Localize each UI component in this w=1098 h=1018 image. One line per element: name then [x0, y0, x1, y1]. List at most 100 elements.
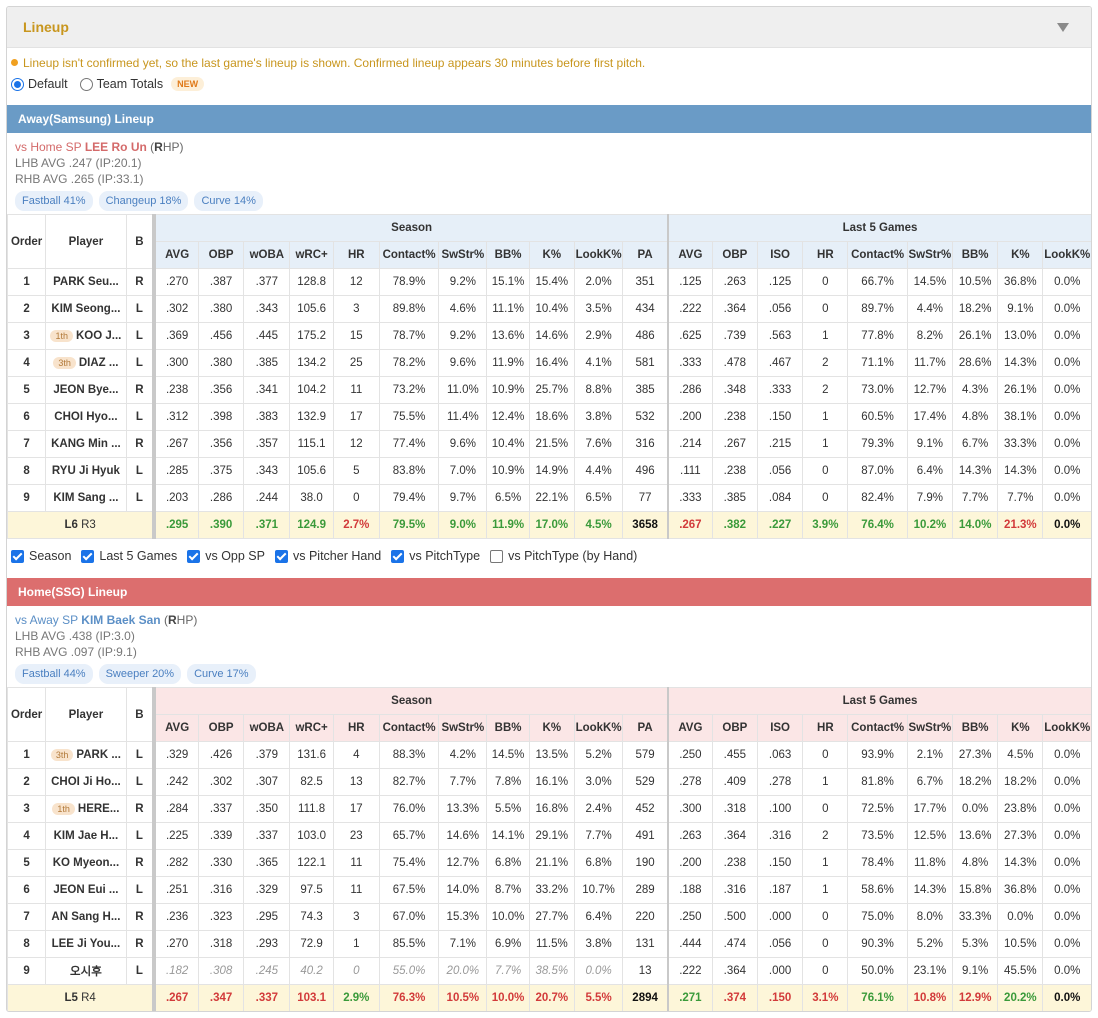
filter-checkbox[interactable]: vs PitchType (by Hand) [490, 549, 637, 563]
col-player[interactable]: Player [45, 687, 127, 742]
col-player[interactable]: Player [45, 214, 127, 269]
player-name[interactable]: CHOI Hyo... [54, 411, 118, 423]
player-name[interactable]: CHOI Ji Ho... [51, 776, 121, 788]
player-name[interactable]: PARK Seu... [53, 276, 119, 288]
table-row[interactable]: 4 3th DIAZ ... L .300.380.385 134.2 25 78.2% 9.6… [7, 349, 1091, 377]
checkbox-box[interactable] [187, 549, 201, 563]
table-row[interactable]: 7 AN Sang H... R .236.323.295 74.3 3 67.0% 15.3… [7, 903, 1091, 931]
last5-col-header[interactable]: OBP [711, 241, 758, 269]
player-name-cell[interactable]: JEON Eui ... [45, 876, 127, 904]
table-row[interactable]: 3 1th KOO J... L .369.456.445 175.2 15 78.7% 9.2… [7, 322, 1091, 350]
checkbox-box[interactable] [490, 549, 504, 563]
season-col-header[interactable]: LookK% [573, 714, 624, 742]
season-col-header[interactable]: PA [622, 714, 669, 742]
season-col-header[interactable]: HR [332, 241, 380, 269]
table-row[interactable]: 9 KIM Sang ... L .203.286.244 38.0 0 79.4% 9.7%… [7, 484, 1091, 512]
table-row[interactable]: 9 오시후 L .182.308.245 40.2 0 55.0% 20.0% 7.7% 38.5… [7, 957, 1091, 985]
season-col-header[interactable]: Contact% [378, 714, 440, 742]
player-name-cell[interactable]: 3th PARK ... [45, 741, 127, 769]
table-row[interactable]: 3 1th HERE... R .284.337.350 111.8 17 76.0% 13.3… [7, 795, 1091, 823]
season-col-header[interactable]: Contact% [378, 241, 440, 269]
table-row[interactable]: 2 CHOI Ji Ho... L .242.302.307 82.5 13 82.7% 7.… [7, 768, 1091, 796]
season-col-header[interactable]: LookK% [573, 241, 624, 269]
player-name-cell[interactable]: KIM Sang ... [45, 484, 127, 512]
season-col-header[interactable]: K% [528, 714, 575, 742]
filter-checkbox[interactable]: vs Opp SP [187, 549, 265, 563]
col-order[interactable]: Order [7, 687, 47, 742]
season-col-header[interactable]: wOBA [243, 241, 291, 269]
player-name-cell[interactable]: KIM Jae H... [45, 822, 127, 850]
table-row[interactable]: 8 LEE Ji You... R .270.318.293 72.9 1 85.5% 7.1… [7, 930, 1091, 958]
last5-col-header[interactable]: ISO [756, 241, 804, 269]
player-name-cell[interactable]: JEON Bye... [45, 376, 127, 404]
season-col-header[interactable]: OBP [197, 241, 245, 269]
season-col-header[interactable]: HR [332, 714, 380, 742]
player-name-cell[interactable]: KO Myeon... [45, 849, 127, 877]
player-name[interactable]: KOO J... [75, 330, 122, 342]
player-name[interactable]: JEON Eui ... [53, 884, 119, 896]
table-row[interactable]: 7 KANG Min ... R .267.356.357 115.1 12 77.4% 9.… [7, 430, 1091, 458]
season-col-header[interactable]: AVG [152, 714, 200, 742]
last5-col-header[interactable]: AVG [667, 241, 713, 269]
player-name-cell[interactable]: KIM Seong... [45, 295, 127, 323]
last5-col-header[interactable]: OBP [711, 714, 758, 742]
radio-default-circle[interactable] [11, 77, 24, 91]
season-col-header[interactable]: wOBA [243, 714, 291, 742]
caret-down-icon[interactable] [1057, 22, 1069, 32]
season-col-header[interactable]: OBP [197, 714, 245, 742]
player-name-cell[interactable]: CHOI Hyo... [45, 403, 127, 431]
player-name-cell[interactable]: CHOI Ji Ho... [45, 768, 127, 796]
player-name-cell[interactable]: 1th KOO J... [45, 322, 127, 350]
lineup-panel-header[interactable]: Lineup [7, 7, 1091, 48]
last5-col-header[interactable]: K% [997, 241, 1044, 269]
season-col-header[interactable]: wRC+ [289, 714, 334, 742]
player-name[interactable]: DIAZ ... [78, 357, 119, 369]
player-name[interactable]: KO Myeon... [52, 857, 120, 869]
last5-col-header[interactable]: Contact% [847, 241, 908, 269]
filter-checkbox[interactable]: vs Pitcher Hand [274, 549, 381, 563]
table-row[interactable]: 6 CHOI Hyo... L .312.398.383 132.9 17 75.5% 11.… [7, 403, 1091, 431]
col-bats[interactable]: B [125, 687, 155, 742]
player-name-cell[interactable]: LEE Ji You... [45, 930, 127, 958]
player-name-cell[interactable]: 3th DIAZ ... [45, 349, 127, 377]
last5-col-header[interactable]: AVG [667, 714, 713, 742]
season-col-header[interactable]: SwStr% [438, 714, 488, 742]
checkbox-box[interactable] [274, 549, 288, 563]
last5-col-header[interactable]: BB% [951, 714, 999, 742]
radio-team-totals[interactable]: Team Totals [79, 77, 163, 91]
player-name-cell[interactable]: RYU Ji Hyuk [45, 457, 127, 485]
filter-checkbox[interactable]: Last 5 Games [81, 549, 177, 563]
table-row[interactable]: 5 KO Myeon... R .282.330.365 122.1 11 75.4% 12.… [7, 849, 1091, 877]
player-name[interactable]: KIM Sang ... [53, 492, 119, 504]
player-name[interactable]: JEON Bye... [53, 384, 119, 396]
table-row[interactable]: 6 JEON Eui ... L .251.316.329 97.5 11 67.5% 14.… [7, 876, 1091, 904]
checkbox-box[interactable] [11, 549, 24, 563]
last5-col-header[interactable]: ISO [756, 714, 804, 742]
last5-col-header[interactable]: Contact% [847, 714, 908, 742]
player-name[interactable]: KIM Seong... [51, 303, 121, 315]
player-name[interactable]: RYU Ji Hyuk [51, 465, 120, 477]
col-bats[interactable]: B [125, 214, 155, 269]
last5-col-header[interactable]: SwStr% [906, 714, 954, 742]
player-name-cell[interactable]: PARK Seu... [45, 268, 127, 296]
season-col-header[interactable]: K% [528, 241, 575, 269]
season-col-header[interactable]: BB% [486, 714, 530, 742]
last5-col-header[interactable]: SwStr% [906, 241, 954, 269]
season-col-header[interactable]: wRC+ [289, 241, 334, 269]
table-row[interactable]: 5 JEON Bye... R .238.356.341 104.2 11 73.2% 11.… [7, 376, 1091, 404]
player-name[interactable]: KANG Min ... [51, 438, 121, 450]
last5-col-header[interactable]: LookK% [1042, 714, 1091, 742]
player-name[interactable]: KIM Jae H... [53, 830, 119, 842]
col-order[interactable]: Order [7, 214, 47, 269]
player-name[interactable]: LEE Ji You... [51, 938, 121, 950]
radio-default[interactable]: Default [11, 77, 68, 91]
table-row[interactable]: 2 KIM Seong... L .302.380.343 105.6 3 89.8% 4.6… [7, 295, 1091, 323]
away-opp-sp-name[interactable]: LEE Ro Un [84, 140, 147, 154]
season-col-header[interactable]: PA [622, 241, 669, 269]
table-row[interactable]: 1 3th PARK ... L .329.426.379 131.6 4 88.3% 4.2%… [7, 741, 1091, 769]
filter-checkbox[interactable]: vs PitchType [391, 549, 480, 563]
filter-checkbox[interactable]: Season [11, 549, 71, 563]
table-row[interactable]: 4 KIM Jae H... L .225.339.337 103.0 23 65.7% 14… [7, 822, 1091, 850]
season-col-header[interactable]: SwStr% [438, 241, 488, 269]
season-col-header[interactable]: BB% [486, 241, 530, 269]
